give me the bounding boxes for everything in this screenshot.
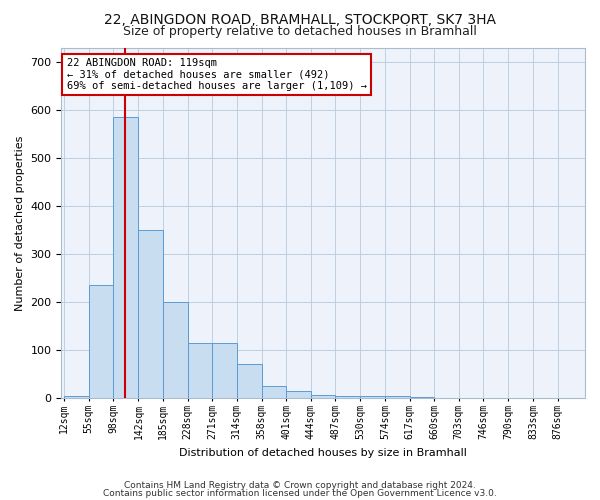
- Bar: [410, 397, 434, 398]
- Bar: [236, 364, 262, 398]
- Bar: [113, 117, 139, 398]
- X-axis label: Distribution of detached houses by size in Bramhall: Distribution of detached houses by size …: [179, 448, 467, 458]
- Text: 22, ABINGDON ROAD, BRAMHALL, STOCKPORT, SK7 3HA: 22, ABINGDON ROAD, BRAMHALL, STOCKPORT, …: [104, 12, 496, 26]
- Text: Contains HM Land Registry data © Crown copyright and database right 2024.: Contains HM Land Registry data © Crown c…: [124, 481, 476, 490]
- Bar: [212, 343, 236, 398]
- Bar: [139, 230, 163, 398]
- Y-axis label: Number of detached properties: Number of detached properties: [15, 135, 25, 310]
- Bar: [286, 391, 311, 398]
- Bar: [262, 386, 286, 398]
- Bar: [188, 343, 212, 398]
- Text: Contains public sector information licensed under the Open Government Licence v3: Contains public sector information licen…: [103, 488, 497, 498]
- Text: Size of property relative to detached houses in Bramhall: Size of property relative to detached ho…: [123, 25, 477, 38]
- Bar: [89, 286, 113, 399]
- Bar: [64, 396, 89, 398]
- Bar: [385, 396, 410, 398]
- Bar: [163, 302, 188, 398]
- Bar: [335, 396, 360, 398]
- Bar: [360, 396, 385, 398]
- Bar: [311, 394, 335, 398]
- Text: 22 ABINGDON ROAD: 119sqm
← 31% of detached houses are smaller (492)
69% of semi-: 22 ABINGDON ROAD: 119sqm ← 31% of detach…: [67, 58, 367, 91]
